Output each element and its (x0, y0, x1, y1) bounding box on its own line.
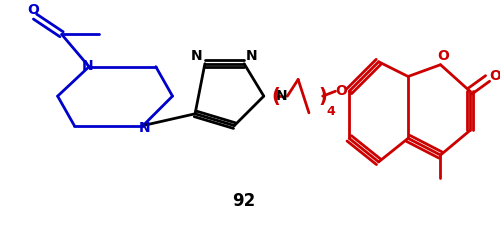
Text: N: N (276, 89, 287, 103)
Text: O: O (438, 49, 450, 63)
Text: N: N (246, 49, 258, 63)
Text: O: O (490, 70, 500, 83)
Text: O: O (27, 3, 39, 17)
Text: ): ) (319, 87, 328, 106)
Text: 92: 92 (232, 192, 256, 210)
Text: N: N (139, 121, 151, 135)
Text: 4: 4 (326, 105, 336, 118)
Text: N: N (82, 59, 93, 73)
Text: O: O (336, 84, 347, 98)
Text: N: N (190, 49, 202, 63)
Text: (: ( (272, 87, 280, 106)
